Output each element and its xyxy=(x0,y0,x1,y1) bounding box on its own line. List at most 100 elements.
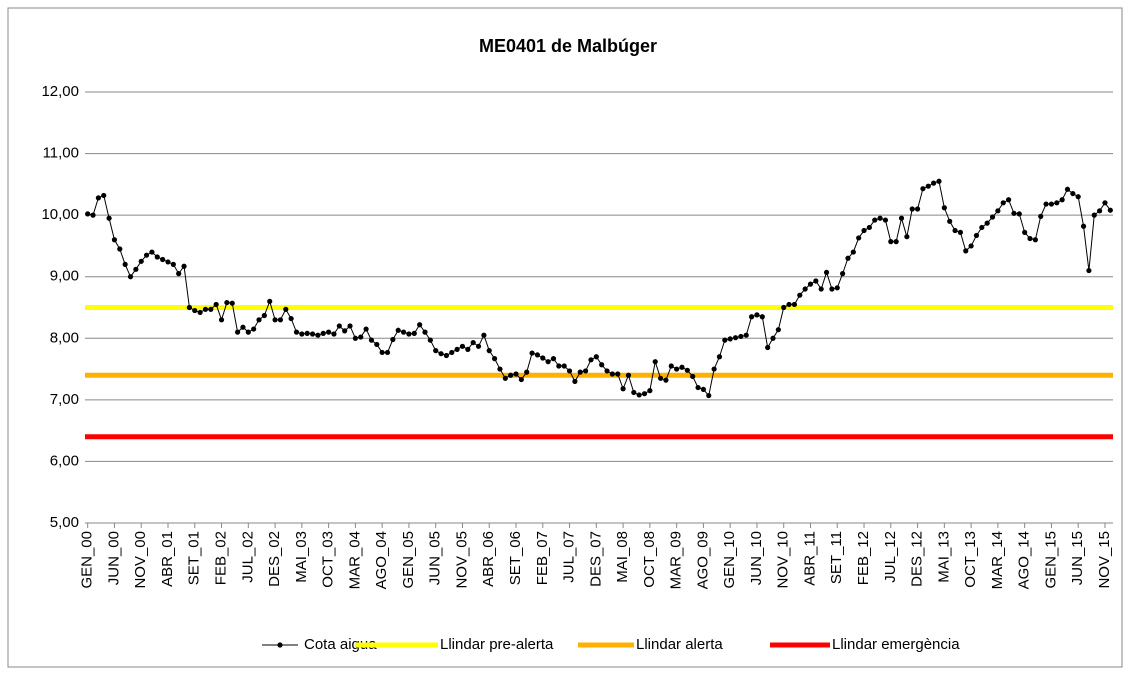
data-point xyxy=(85,211,91,217)
data-point xyxy=(326,329,332,335)
data-point xyxy=(674,366,680,372)
data-point xyxy=(856,235,862,241)
data-point xyxy=(979,224,985,231)
data-point xyxy=(251,326,257,332)
data-point xyxy=(181,263,187,269)
data-point xyxy=(154,254,160,260)
data-point xyxy=(224,299,230,306)
data-point xyxy=(866,224,872,231)
data-point xyxy=(111,237,118,243)
y-tick-label: 9,00 xyxy=(50,268,79,285)
x-tick-label: MAR_09 xyxy=(668,531,685,589)
data-point xyxy=(716,354,723,360)
x-tick-label: NOV_05 xyxy=(453,531,470,589)
data-point xyxy=(90,212,96,218)
x-tick-label: JUN_05 xyxy=(427,531,444,585)
data-point xyxy=(283,306,289,312)
data-point xyxy=(117,246,123,252)
data-point xyxy=(641,391,648,397)
data-point xyxy=(583,368,589,374)
data-point xyxy=(417,322,423,328)
data-point xyxy=(234,329,241,335)
data-point xyxy=(277,317,284,323)
data-point xyxy=(995,208,1001,214)
data-point xyxy=(593,354,599,360)
data-point xyxy=(1038,213,1044,219)
legend-marker xyxy=(277,642,283,648)
data-point xyxy=(352,335,358,341)
data-point xyxy=(133,266,139,272)
data-point xyxy=(518,376,524,383)
x-tick-label: DES_02 xyxy=(266,531,283,587)
x-tick-label: FEB_12 xyxy=(855,531,872,585)
data-point xyxy=(1032,237,1038,243)
data-point xyxy=(502,375,508,381)
x-tick-label: GEN_15 xyxy=(1042,531,1059,589)
data-point xyxy=(770,335,776,341)
y-tick-label: 8,00 xyxy=(50,329,79,346)
x-tick-label: SET_06 xyxy=(507,531,524,585)
data-point xyxy=(722,337,728,343)
y-tick-label: 12,00 xyxy=(41,83,79,100)
data-point xyxy=(475,343,482,349)
data-point xyxy=(893,239,899,245)
data-point xyxy=(106,215,112,221)
data-point xyxy=(427,337,433,343)
data-point xyxy=(374,341,380,348)
data-point xyxy=(1048,201,1055,207)
data-point xyxy=(438,351,444,357)
data-point xyxy=(160,256,166,263)
data-point xyxy=(973,232,980,239)
data-point xyxy=(368,337,375,343)
data-point xyxy=(1059,197,1065,203)
data-point xyxy=(936,178,942,184)
data-point xyxy=(433,348,439,354)
x-tick-label: ABR_06 xyxy=(480,531,497,587)
data-point xyxy=(1097,208,1103,214)
data-point xyxy=(925,183,931,189)
data-point xyxy=(342,328,348,334)
data-point xyxy=(449,349,455,356)
data-point xyxy=(931,180,937,186)
data-point xyxy=(315,332,321,338)
y-tick-label: 6,00 xyxy=(50,452,79,469)
data-point xyxy=(218,317,225,323)
data-point xyxy=(465,346,471,352)
data-point xyxy=(888,239,894,245)
data-point xyxy=(700,386,707,392)
data-point xyxy=(663,377,669,383)
data-point xyxy=(845,255,851,261)
y-tick-label: 10,00 xyxy=(41,206,79,223)
data-point xyxy=(1022,229,1028,235)
data-point xyxy=(208,306,214,312)
x-tick-label: OCT_03 xyxy=(320,531,337,588)
data-point xyxy=(904,234,910,240)
data-point xyxy=(748,314,755,320)
x-tick-label: SET_11 xyxy=(828,531,845,584)
legend-label: Llindar alerta xyxy=(636,636,723,653)
x-tick-label: NOV_15 xyxy=(1096,531,1113,589)
x-tick-label: GEN_00 xyxy=(79,531,96,589)
data-point xyxy=(572,378,578,384)
data-point xyxy=(732,335,739,341)
data-point xyxy=(202,306,209,312)
data-point xyxy=(240,324,246,330)
y-tick-label: 7,00 xyxy=(50,391,79,408)
chart-frame xyxy=(7,7,1123,668)
data-point xyxy=(309,331,316,337)
data-point xyxy=(1054,200,1060,206)
x-tick-label: GEN_10 xyxy=(721,531,738,589)
x-tick-label: ABR_01 xyxy=(159,531,176,587)
legend-label: Llindar pre-alerta xyxy=(440,636,554,653)
data-point xyxy=(695,384,701,391)
data-point xyxy=(802,286,808,292)
x-tick-label: JUN_00 xyxy=(105,531,122,585)
data-point xyxy=(197,309,203,316)
data-point xyxy=(1011,210,1017,216)
x-tick-label: GEN_05 xyxy=(400,531,417,589)
data-point xyxy=(1086,267,1092,274)
data-point xyxy=(823,269,830,276)
data-point xyxy=(989,214,996,220)
data-point xyxy=(358,334,364,340)
data-point xyxy=(149,249,155,255)
